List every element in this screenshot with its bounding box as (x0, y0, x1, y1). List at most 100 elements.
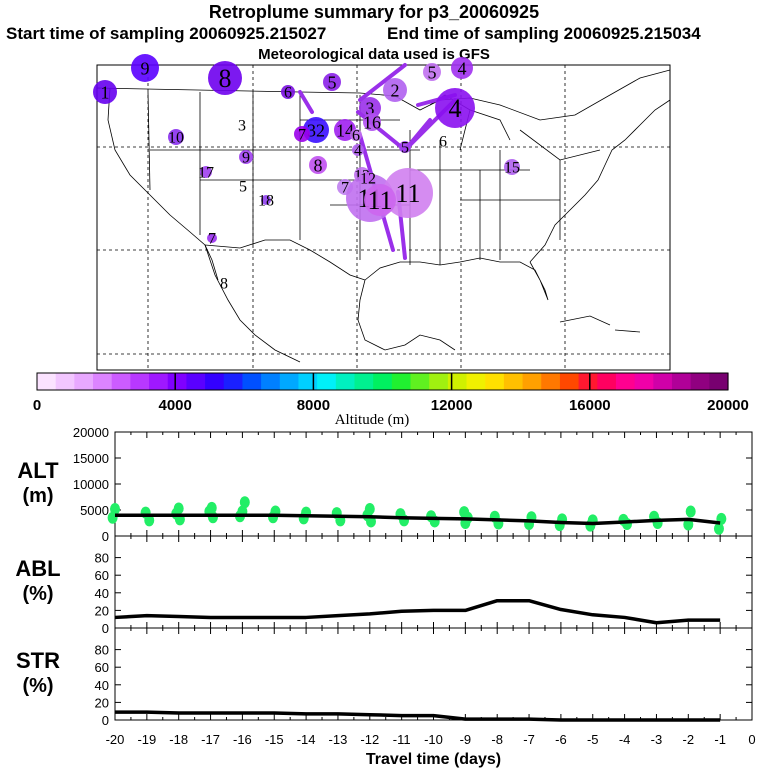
plume-marker-label: 9 (242, 150, 250, 167)
plume-marker-circle (309, 156, 327, 174)
plume-path (298, 90, 314, 114)
end-sampling-time: End time of sampling 20060925.215034 (387, 24, 701, 43)
colorbar-swatch (578, 373, 598, 390)
colorbar-swatch (223, 373, 244, 390)
plume-marker-label: 6 (439, 134, 447, 151)
plume-marker-circle (364, 184, 396, 216)
x-tick-label: -2 (683, 732, 695, 747)
colorbar-swatch (447, 373, 468, 390)
plume-marker-label: 16 (363, 112, 381, 132)
colorbar-swatch (653, 373, 673, 390)
x-tick-label: -7 (523, 732, 535, 747)
colorbar-swatch (261, 373, 281, 390)
y-tick-label: 0 (102, 713, 109, 728)
plume-marker-label: 14 (336, 120, 354, 140)
plume-marker-circle (261, 195, 271, 205)
plume-marker-circle (200, 166, 212, 178)
colorbar-swatch (130, 373, 150, 390)
plume-marker-circle (383, 168, 433, 218)
colorbar-swatch (335, 373, 356, 390)
plume-marker-label: 8 (219, 64, 232, 93)
y-tick-label: 40 (95, 678, 109, 693)
start-sampling-time: Start time of sampling 20060925.215027 (6, 24, 327, 43)
panel-abl: 0 20 40 60 80 ABL(%) (15, 535, 753, 636)
x-tick-label: -14 (297, 732, 316, 747)
alt-scatter-point (426, 510, 437, 523)
plume-marker-circle (352, 144, 364, 156)
colorbar-swatch (634, 373, 654, 390)
series-line-str (115, 710, 721, 722)
colorbar-swatch (149, 373, 169, 390)
y-tick-label: 5000 (80, 503, 109, 518)
colorbar-swatch (410, 373, 430, 390)
plume-marker-label: 11 (395, 179, 420, 208)
y-tick-label: 60 (95, 568, 109, 583)
time-series-panels: 05000100001500020000ALT(m)020406080ABL(%… (15, 425, 755, 768)
plume-marker-label: 17 (198, 165, 214, 182)
y-tick-label: 20 (95, 695, 109, 710)
colorbar-tick-label: 20000 (707, 397, 749, 414)
plume-marker-label: 8 (314, 155, 323, 175)
panel-ylabel-unit: (m) (22, 485, 53, 507)
map-markers: 9186523544631032714166548917518713111111… (93, 54, 520, 293)
plume-marker-label: 7 (208, 231, 216, 248)
plume-marker-label: 5 (401, 140, 409, 157)
x-tick-label: -9 (460, 732, 472, 747)
plume-marker-label: 7 (341, 180, 349, 197)
plume-marker-label: 3 (238, 118, 246, 135)
x-tick-label: -15 (265, 732, 284, 747)
y-tick-label: 0 (102, 529, 109, 544)
plume-marker-label: 7 (298, 127, 306, 144)
panel-ylabel: STR (16, 648, 60, 673)
colorbar-swatch (167, 373, 188, 390)
y-tick-label: 80 (95, 551, 109, 566)
plume-marker-circle (207, 233, 217, 243)
plume-marker-label: 6 (352, 128, 360, 145)
x-tick-label: -6 (555, 732, 567, 747)
plume-marker-circle (168, 129, 184, 145)
colorbar-tick-label: 4000 (159, 397, 192, 414)
alt-scatter-point (459, 506, 470, 519)
x-tick-label: -16 (233, 732, 252, 747)
colorbar-swatch (671, 373, 692, 390)
colorbar-swatch (466, 373, 486, 390)
plume-marker-circle (208, 61, 242, 95)
plume-marker-label: 8 (220, 276, 228, 293)
plume-marker-circle (294, 126, 310, 142)
panel-ylabel-unit: (%) (22, 675, 53, 697)
plume-marker-label: 4 (449, 94, 462, 123)
colorbar-swatch (709, 373, 729, 390)
plume-marker-label: 1 (101, 82, 110, 102)
alt-scatter-point (685, 505, 696, 518)
colorbar-swatch (298, 373, 318, 390)
colorbar-swatch (690, 373, 710, 390)
y-tick-label: 20 (95, 603, 109, 618)
colorbar-label: Altitude (m) (335, 412, 410, 428)
plume-marker-circle (383, 78, 407, 102)
retroplume-map: 9186523544631032714166548917518713111111… (93, 54, 671, 371)
plume-marker-label: 4 (354, 143, 362, 160)
plume-marker-label: 12 (360, 171, 376, 188)
colorbar-swatch (373, 373, 393, 390)
alt-scatter-point (239, 496, 250, 509)
colorbar-swatch (503, 373, 524, 390)
alt-scatter-point (683, 518, 694, 531)
alt-scatter-point (173, 502, 184, 515)
alt-scatter-point (364, 502, 375, 515)
panel-ylabel: ALT (17, 458, 59, 483)
plume-marker-label: 3 (366, 98, 375, 118)
plume-marker-circle (323, 73, 341, 91)
plume-marker-circle (435, 88, 475, 128)
plume-marker-label: 5 (239, 179, 247, 196)
plume-marker-circle (423, 63, 441, 81)
x-tick-label: -8 (491, 732, 503, 747)
y-tick-label: 40 (95, 586, 109, 601)
x-tick-label: -20 (106, 732, 125, 747)
x-tick-label: -18 (169, 732, 188, 747)
y-tick-label: 0 (102, 621, 109, 636)
plume-marker-label: 5 (328, 72, 337, 92)
colorbar-swatch (37, 373, 57, 390)
plume-marker-label: 18 (258, 193, 274, 210)
